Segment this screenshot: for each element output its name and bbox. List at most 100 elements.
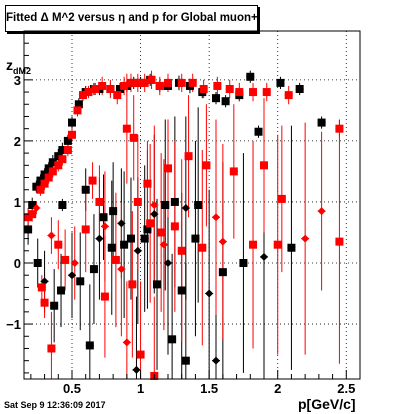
red-square-marker [136, 350, 145, 359]
axes: 0.5 1 1.5 2 2.5 −1 0 1 2 3 [6, 42, 355, 396]
red-diamond-marker [32, 204, 41, 213]
black-square-marker [68, 118, 76, 127]
black-square-marker [109, 207, 118, 216]
black-square-marker [74, 100, 83, 109]
black-square-marker [212, 94, 220, 103]
y-tick-label: 0 [14, 256, 21, 271]
red-square-marker [133, 197, 142, 206]
x-tick-label: 2 [274, 381, 281, 396]
timestamp: Sat Sep 9 12:36:09 2017 [4, 400, 106, 410]
red-square-marker [170, 222, 179, 231]
black-square-marker [54, 152, 63, 161]
black-square-marker [221, 97, 230, 106]
red-square-marker [335, 237, 344, 246]
black-square-marker [317, 118, 326, 127]
y-axis-label: zdM2 [6, 57, 31, 76]
black-square-marker [191, 234, 200, 243]
black-square-marker [32, 182, 41, 191]
black-square-marker [126, 234, 135, 243]
red-diamond-marker [150, 201, 159, 209]
red-square-marker [225, 85, 234, 93]
black-square-marker [120, 240, 129, 249]
black-square-marker [89, 265, 98, 274]
black-square-marker [218, 268, 227, 277]
red-diamond-marker [122, 338, 131, 347]
x-tick-label: 1.5 [200, 381, 218, 396]
black-square-marker [116, 85, 124, 93]
red-square-marker [157, 228, 166, 237]
red-square-marker [198, 243, 207, 252]
red-square-marker [106, 85, 115, 93]
plot-frame [23, 30, 361, 380]
red-square-marker [260, 161, 268, 170]
title-delta-symbol: Δ [40, 12, 49, 24]
y-axis-label-subscript: dM2 [13, 65, 31, 76]
red-diamond-marker [100, 222, 109, 231]
red-square-marker [95, 197, 104, 206]
red-square-marker [113, 91, 122, 100]
black-square-marker [48, 158, 57, 167]
red-square-marker [120, 81, 129, 90]
red-square-marker [229, 167, 238, 176]
black-square-marker [276, 78, 285, 87]
red-square-marker [24, 213, 33, 222]
title-suffix: M^2 versus η and p for Global muon+ [48, 12, 258, 24]
red-square-marker [262, 88, 271, 97]
black-square-marker [177, 286, 186, 295]
red-square-marker [155, 81, 164, 90]
title-prefix: Fitted [6, 12, 41, 24]
red-square-marker [202, 161, 211, 170]
x-tick-label: 2.5 [337, 381, 355, 396]
red-square-marker [249, 240, 258, 249]
black-diamond-marker [95, 234, 104, 243]
red-square-marker [54, 240, 63, 249]
red-square-marker [100, 292, 109, 301]
black-square-marker [58, 146, 67, 155]
red-square-marker [126, 78, 135, 87]
red-square-marker [111, 255, 120, 264]
black-square-marker [40, 170, 49, 179]
black-diamond-marker [164, 259, 172, 267]
red-diamond-marker [47, 231, 56, 240]
y-tick-label: 1 [14, 195, 21, 210]
black-square-marker [143, 225, 152, 234]
x-axis-label: p[GeV/c] [298, 396, 356, 412]
black-diamond-marker [68, 271, 76, 280]
black-square-marker [24, 225, 33, 234]
red-square-marker [61, 255, 70, 264]
black-diamond-marker [212, 356, 220, 365]
black-square-marker [63, 136, 72, 145]
red-square-marker [88, 176, 97, 185]
black-diamond-marker [205, 289, 214, 298]
red-square-marker [36, 185, 45, 194]
red-square-marker [40, 179, 49, 188]
black-square-marker [140, 234, 149, 243]
red-square-marker [188, 78, 197, 87]
black-square-marker [81, 185, 90, 194]
black-square-marker [76, 277, 85, 286]
plot-title: Fitted Δ M^2 versus η and p for Global m… [5, 5, 258, 32]
black-square-marker [33, 259, 42, 267]
black-square-marker [170, 197, 179, 206]
red-square-marker [68, 130, 76, 139]
red-diamond-marker [212, 213, 220, 222]
black-square-marker [287, 243, 296, 252]
red-square-marker [128, 280, 137, 289]
red-square-marker [47, 344, 56, 353]
red-square-marker [143, 179, 152, 188]
black-square-marker [50, 301, 59, 310]
red-square-marker [91, 85, 100, 93]
red-square-marker [177, 246, 186, 255]
red-square-marker [335, 124, 344, 133]
red-square-marker [58, 155, 67, 164]
black-diamond-marker [133, 246, 142, 255]
red-square-marker [133, 78, 142, 87]
black-square-marker [28, 201, 37, 209]
black-square-marker [153, 280, 162, 289]
error-bars [24, 70, 344, 379]
black-square-marker [168, 335, 177, 344]
red-diamond-marker [317, 207, 326, 216]
red-square-marker [164, 78, 172, 87]
black-diamond-marker [260, 252, 268, 261]
black-square-marker [181, 356, 190, 365]
